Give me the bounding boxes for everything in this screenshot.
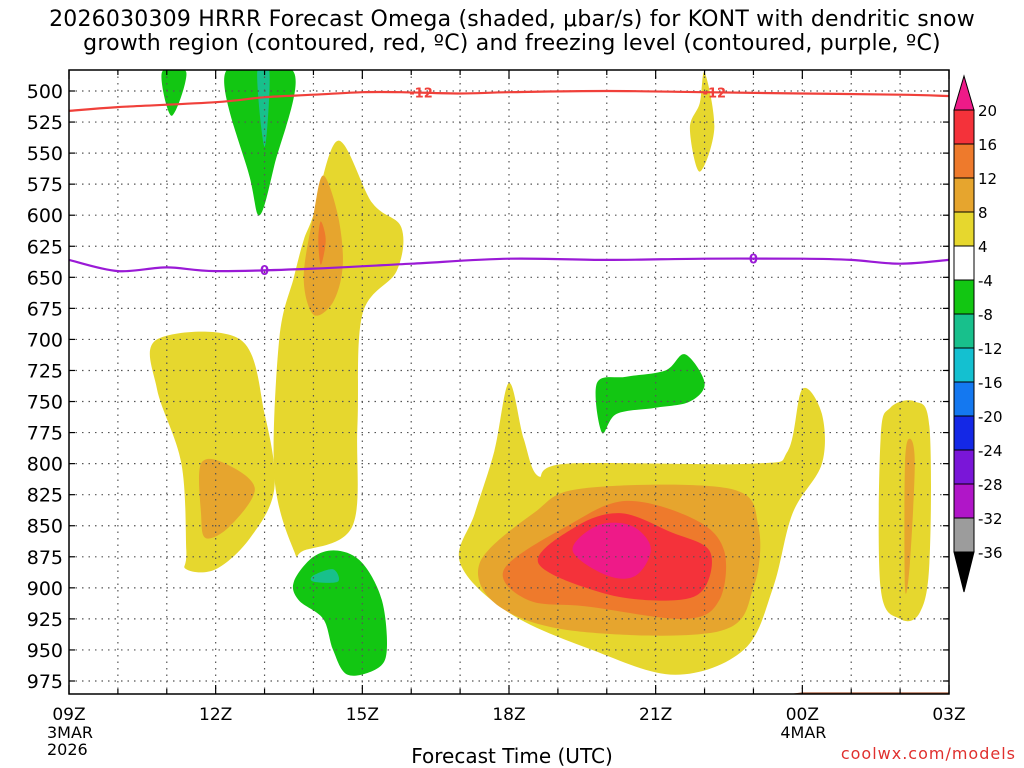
- dgz-contour-minus12: [69, 89, 949, 112]
- colorbar-label-neg8: -8: [978, 306, 993, 324]
- xtick-label-15Z: 15Z: [346, 705, 379, 725]
- ytick-label-875: 875: [27, 547, 63, 569]
- colorbar-swatch-8: [953, 347, 975, 383]
- ytick-label-750: 750: [27, 392, 63, 414]
- contour-layer: -12 -12 0 0: [69, 86, 949, 279]
- xtick-label-18Z: 18Z: [492, 705, 525, 725]
- colorbar-swatch-12: [953, 483, 975, 519]
- xtick-label-03Z: 03Z: [932, 705, 965, 725]
- colorbar-label-neg16: -16: [978, 374, 1003, 392]
- colorbar-bottom-arrow: [953, 551, 975, 593]
- omega-region-top-column-neg8: [257, 70, 270, 147]
- chart-title-line-1: 2026030309 HRRR Forecast Omega (shaded, …: [49, 7, 975, 32]
- x-axis-label: Forecast Time (UTC): [411, 744, 613, 768]
- colorbar-label-neg28: -28: [978, 476, 1003, 494]
- colorbar-top-arrow: [953, 74, 975, 111]
- ytick-label-850: 850: [27, 516, 63, 538]
- colorbar-label-neg24: -24: [978, 442, 1003, 460]
- ytick-label-975: 975: [27, 671, 63, 693]
- colorbar-label-neg20: -20: [978, 408, 1003, 426]
- omega-region-right-core-8: [904, 438, 915, 594]
- omega-region-mid-blob-neg4: [595, 354, 705, 434]
- colorbar-label-12: 12: [978, 170, 997, 188]
- freezing-level-contour-0: [69, 257, 949, 273]
- ytick-label-900: 900: [27, 578, 63, 600]
- colorbar-label-neg4: -4: [978, 272, 993, 290]
- omega-region-top-spike-4: [689, 71, 715, 172]
- axes-layer: 500 525 550 575 600 625 650 675 700 725 750 775 800 8…: [27, 69, 966, 759]
- colorbar-swatch-1: [953, 109, 975, 145]
- colorbar-label-4: 4: [978, 238, 988, 256]
- ytick-label-575: 575: [27, 174, 63, 196]
- freezing-level-contour-0-label-1: 0: [749, 253, 758, 268]
- colorbar-label-8: 8: [978, 204, 988, 222]
- colorbar-swatch-5: [953, 245, 975, 281]
- omega-region-upper-4: [273, 140, 404, 558]
- freezing-level-contour-0-label-0: 0: [260, 264, 269, 279]
- grid-layer: [69, 70, 949, 694]
- omega-region-low-blob-neg8: [310, 569, 340, 583]
- omega-region-low-left-4: [149, 331, 275, 573]
- omega-region-low-left-core-8: [198, 458, 255, 539]
- colorbar: 20 16 12 8 4 -4 -8 -12 -16 -20 -24 -28 -32 -36: [953, 74, 1003, 593]
- colorbar-swatch-11: [953, 449, 975, 485]
- colorbar-label-16: 16: [978, 136, 997, 154]
- ytick-label-550: 550: [27, 143, 63, 165]
- xtick-label-21Z: 21Z: [639, 705, 672, 725]
- ytick-label-725: 725: [27, 360, 63, 382]
- ytick-label-825: 825: [27, 485, 63, 507]
- chart-title-line-2: growth region (contoured, red, ºC) and f…: [83, 31, 941, 56]
- colorbar-swatch-4: [953, 211, 975, 247]
- ytick-label-675: 675: [27, 298, 63, 320]
- colorbar-label-neg12: -12: [978, 340, 1003, 358]
- omega-region-low-blob-neg4: [292, 550, 387, 676]
- ytick-label-950: 950: [27, 640, 63, 662]
- source-credit[interactable]: coolwx.com/models: [840, 744, 1016, 763]
- colorbar-swatch-3: [953, 177, 975, 213]
- ytick-label-925: 925: [27, 609, 63, 631]
- colorbar-swatch-2: [953, 143, 975, 179]
- colorbar-label-neg32: -32: [978, 510, 1003, 528]
- omega-shading-layer: [69, 70, 949, 694]
- xtick-label-12Z: 12Z: [199, 705, 232, 725]
- ytick-label-650: 650: [27, 267, 63, 289]
- colorbar-swatch-6: [953, 279, 975, 315]
- colorbar-swatch-13: [953, 517, 975, 553]
- ytick-label-700: 700: [27, 329, 63, 351]
- colorbar-label-neg36: -36: [978, 544, 1003, 562]
- colorbar-swatch-7: [953, 313, 975, 349]
- colorbar-swatch-9: [953, 381, 975, 417]
- xtick-label-09Z: 09Z: [52, 705, 85, 725]
- omega-region-top-column-neg4: [224, 70, 296, 216]
- xtick-sublabel-3MAR: 3MAR: [47, 723, 93, 742]
- xtick-sublabel-2026: 2026: [47, 740, 88, 759]
- colorbar-label-20: 20: [978, 102, 997, 120]
- ytick-label-775: 775: [27, 423, 63, 445]
- ytick-label-625: 625: [27, 236, 63, 258]
- ytick-label-525: 525: [27, 112, 63, 134]
- xtick-sublabel-4MAR: 4MAR: [780, 723, 826, 742]
- ytick-label-800: 800: [27, 454, 63, 476]
- omega-region-main-core-20: [572, 522, 651, 579]
- dgz-contour-minus12-label-0: -12: [409, 87, 433, 102]
- colorbar-swatch-10: [953, 415, 975, 451]
- xtick-label-00Z: 00Z: [786, 705, 819, 725]
- omega-region-upper-core-12: [318, 221, 326, 265]
- dgz-contour-minus12-label-1: -12: [703, 86, 727, 101]
- ytick-label-600: 600: [27, 205, 63, 227]
- ytick-label-500: 500: [27, 81, 63, 103]
